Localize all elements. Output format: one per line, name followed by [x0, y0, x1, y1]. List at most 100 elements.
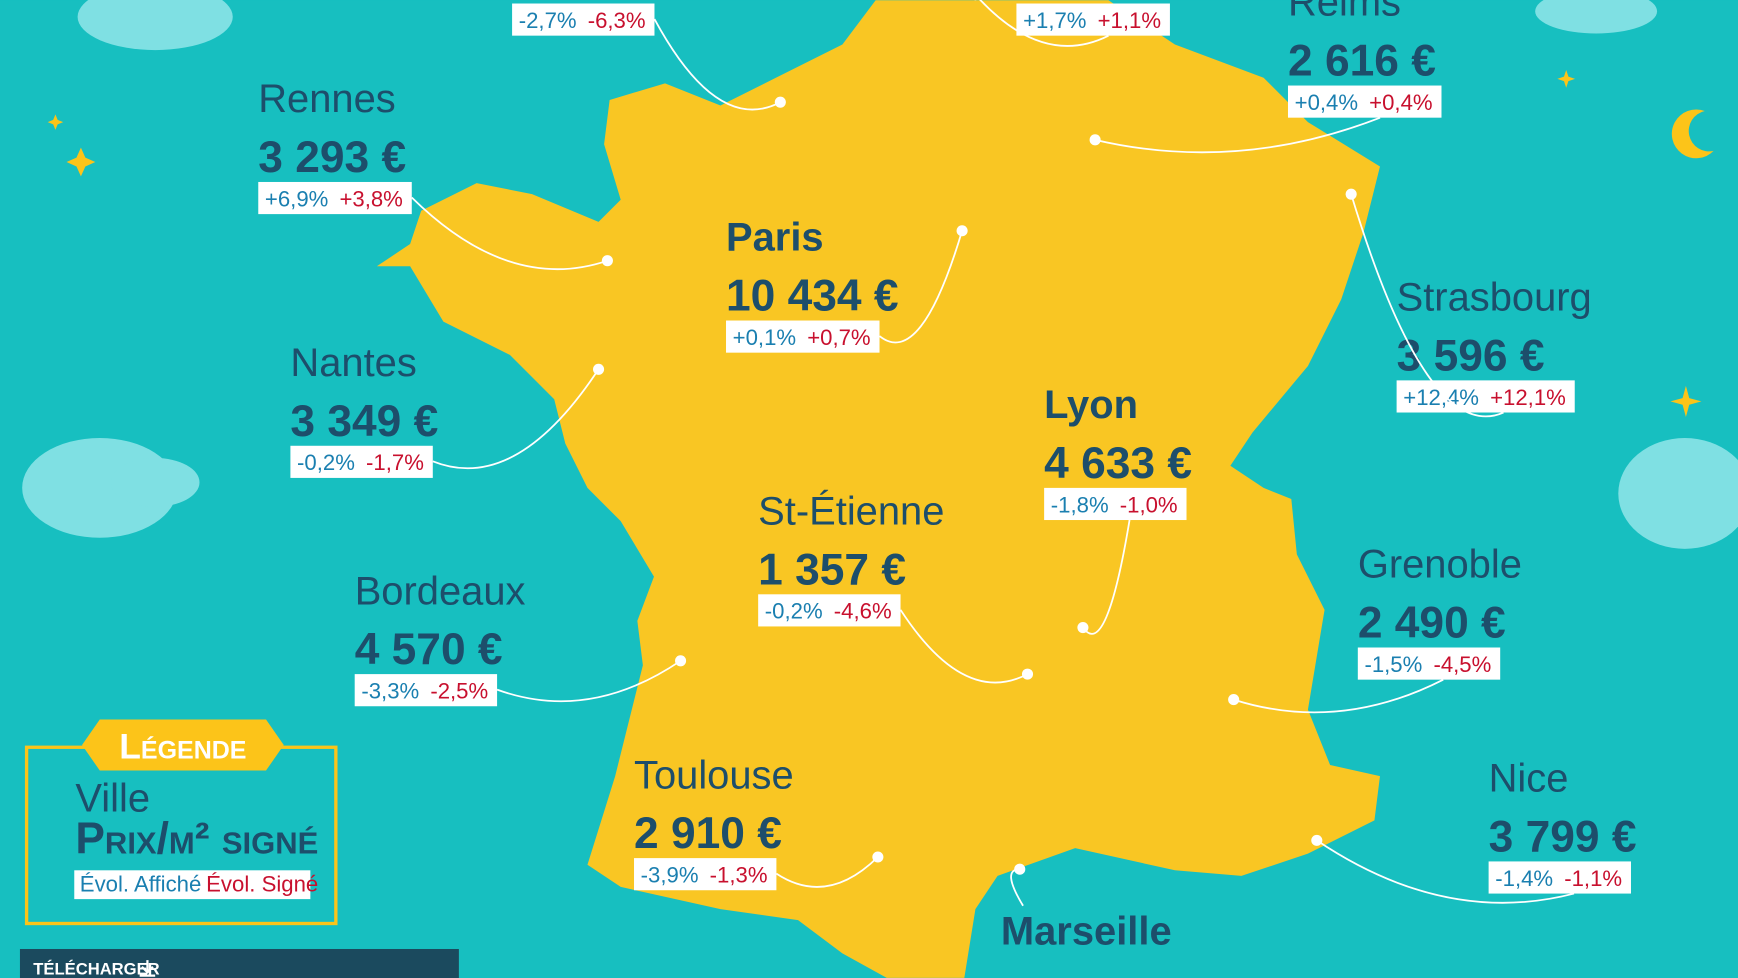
- leader-line: [878, 230, 963, 344]
- evol-affiche: -3,9%: [641, 862, 699, 887]
- city-name: Reims: [1288, 0, 1401, 25]
- evol-affiche: -1,8%: [1051, 492, 1109, 517]
- city: Paris 10 434 € +0,1% +0,7%: [726, 216, 968, 353]
- evol-signe: +1,1%: [1098, 8, 1161, 33]
- city-price: 1 357 €: [758, 545, 906, 594]
- leader-line: [432, 368, 600, 470]
- download-icon[interactable]: [139, 960, 156, 977]
- evol-affiche: +1,7%: [1023, 8, 1086, 33]
- leader-line: [1082, 519, 1131, 635]
- evol-box: [634, 858, 777, 891]
- city: 3 422 € +1,7% +1,1%: [973, 0, 1170, 47]
- leader-line: [1233, 678, 1444, 714]
- evol-box: [512, 3, 655, 36]
- evol-affiche: +0,1%: [733, 325, 796, 350]
- city-dot: [675, 655, 687, 667]
- stars: [47, 70, 1714, 417]
- city-price: 10 434 €: [726, 272, 899, 321]
- evol-signe: -6,3%: [588, 8, 646, 33]
- evol-box: [726, 320, 880, 353]
- leader-line: [1350, 193, 1504, 418]
- city: Lyon 4 633 € -1,8% -1,0%: [1044, 383, 1192, 635]
- evol-box: [354, 674, 498, 707]
- evol-affiche: -1,5%: [1364, 652, 1422, 677]
- leader-line: [411, 196, 608, 271]
- download-bg[interactable]: [19, 948, 459, 978]
- leader-line: [775, 856, 879, 888]
- city-price: 3 293 €: [258, 133, 406, 182]
- france-shape: [376, 0, 1380, 978]
- evol-affiche: +6,9%: [265, 186, 328, 211]
- leader-line: [653, 18, 781, 111]
- city: Reims 2 616 € +0,4% +0,4%: [1089, 0, 1442, 154]
- evol-signe: +0,7%: [807, 325, 870, 350]
- leader-line: [496, 660, 682, 703]
- city-name: Nice: [1489, 757, 1569, 801]
- evol-signe: -2,5%: [430, 678, 488, 703]
- city-price: 3 596 €: [1397, 331, 1545, 380]
- city-price: 4 633 €: [1044, 439, 1192, 488]
- clouds: [22, 0, 1738, 549]
- legend-affiche: Évol. Affiché: [80, 871, 202, 896]
- evol-affiche: -3,3%: [361, 678, 419, 703]
- legend-box: [74, 870, 311, 900]
- evol-box: [290, 445, 433, 478]
- city-dot: [1345, 188, 1357, 200]
- evol-affiche: -1,4%: [1495, 866, 1553, 891]
- city-price: 3 799 €: [1489, 812, 1637, 861]
- city: Rennes 3 293 € +6,9% +3,8%: [258, 77, 613, 271]
- evol-affiche: -0,2%: [765, 599, 823, 624]
- evol-signe: +3,8%: [339, 186, 402, 211]
- evol-box: [1396, 380, 1575, 413]
- city: Grenoble 2 490 € -1,5% -4,5%: [1228, 543, 1522, 714]
- legend: Légende Ville Prix/m² signé Évol. Affich…: [24, 719, 338, 926]
- download-label[interactable]: Télécharger: [33, 959, 159, 978]
- download-button[interactable]: Télécharger: [19, 948, 459, 978]
- leader-line: [899, 609, 1028, 684]
- evol-box: [1488, 861, 1631, 894]
- city: -2,7% -6,3%: [512, 3, 786, 111]
- leader-line: [1316, 839, 1575, 904]
- city-dot: [956, 225, 968, 237]
- evol-affiche: +0,4%: [1295, 90, 1358, 115]
- city-price: 3 349 €: [290, 397, 438, 446]
- city-price: 3 422 €: [1016, 0, 1164, 4]
- legend-signe: Évol. Signé: [206, 871, 318, 896]
- legend-banner: [82, 719, 284, 771]
- city-name: Paris: [726, 216, 824, 260]
- city-name: Rennes: [258, 77, 396, 121]
- city-price: 2 490 €: [1358, 599, 1506, 648]
- city: Bordeaux 4 570 € -3,3% -2,5%: [354, 569, 687, 707]
- evol-signe: -1,3%: [710, 862, 768, 887]
- evol-signe: -1,1%: [1564, 866, 1622, 891]
- city: Nantes 3 349 € -0,2% -1,7%: [290, 341, 605, 478]
- evol-box: [758, 594, 901, 627]
- evol-signe: +12,1%: [1490, 385, 1566, 410]
- city: Strasbourg 3 596 € +12,4% +12,1%: [1345, 188, 1592, 418]
- city-name: Strasbourg: [1397, 276, 1592, 320]
- evol-box: [1016, 3, 1170, 36]
- leader-line: [1094, 116, 1381, 154]
- city: Marseille: [1001, 863, 1172, 954]
- legend-prix: Prix/m² signé: [75, 815, 318, 864]
- legend-ville: Ville: [75, 777, 150, 821]
- city-name: Toulouse: [634, 753, 794, 797]
- city-name: Grenoble: [1358, 543, 1522, 587]
- evol-affiche: -2,7%: [519, 8, 577, 33]
- city-price: 2 616 €: [1288, 37, 1436, 86]
- evol-signe: -4,6%: [834, 599, 892, 624]
- leader-line: [979, 0, 1109, 47]
- city-price: 4 570 €: [355, 625, 503, 674]
- city-price: 2 910 €: [634, 809, 782, 858]
- city-name: Bordeaux: [355, 569, 526, 613]
- city-name: Lyon: [1044, 383, 1138, 427]
- evol-signe: -1,0%: [1120, 492, 1178, 517]
- evol-signe: -1,7%: [366, 450, 424, 475]
- city-name: Nantes: [290, 341, 416, 385]
- evol-box: [258, 181, 412, 215]
- legend-title: Légende: [119, 726, 246, 766]
- leader-line: [1010, 868, 1024, 907]
- evol-signe: -4,5%: [1433, 652, 1491, 677]
